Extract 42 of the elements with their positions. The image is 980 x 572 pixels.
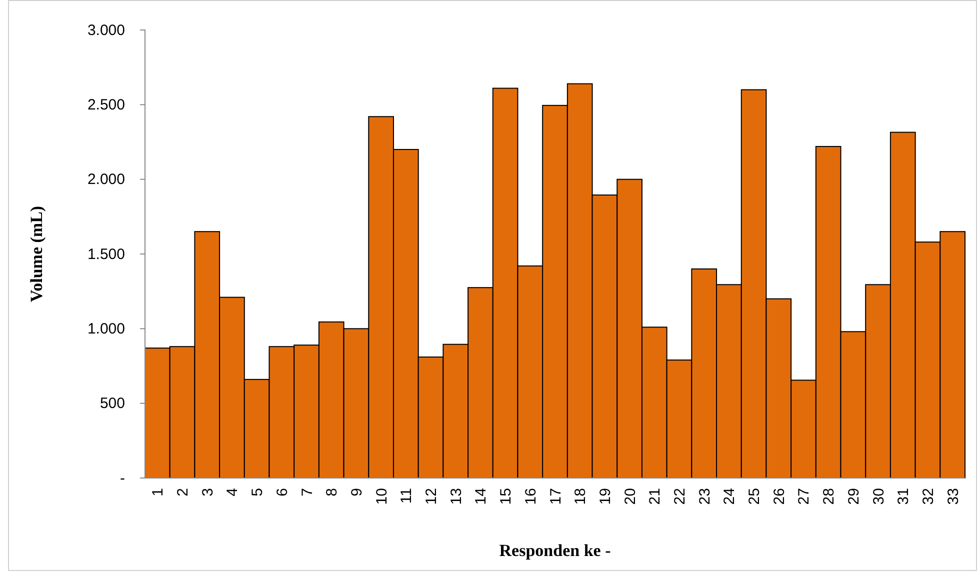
x-tick-label: 10: [373, 488, 390, 505]
x-tick-label: 17: [547, 488, 564, 505]
x-tick-label: 28: [820, 488, 838, 505]
x-tick-label: 8: [324, 488, 341, 496]
x-tick-label: 19: [596, 488, 614, 505]
x-tick-label: 14: [472, 488, 490, 505]
y-tick-label: 2.000: [87, 171, 125, 188]
x-tick-label: 15: [498, 488, 515, 505]
x-tick-label: 13: [448, 488, 465, 505]
x-tick-label: 6: [274, 488, 291, 496]
x-tick-label: 20: [622, 488, 639, 505]
x-tick-label: 27: [796, 488, 813, 505]
x-tick-label: 12: [423, 488, 440, 505]
y-tick-label: -: [120, 470, 125, 487]
x-tick-label: 3: [199, 488, 216, 496]
x-tick-label: 11: [398, 488, 416, 504]
x-tick-label: 31: [895, 488, 912, 505]
x-tick-label: 18: [572, 488, 590, 505]
x-tick-label: 30: [870, 488, 888, 505]
x-axis-title: Responden ke -: [499, 541, 612, 560]
y-tick-label: 3.000: [87, 22, 125, 39]
x-tick-label: 26: [770, 488, 788, 505]
x-tick-label: 25: [746, 488, 764, 505]
y-tick-label: 500: [100, 395, 125, 412]
x-tick-label: 33: [944, 488, 962, 505]
x-tick-label: 2: [174, 488, 192, 496]
x-tick-label: 21: [646, 488, 664, 505]
y-axis-title: Volume (mL): [27, 206, 46, 302]
x-tick-label: 22: [671, 488, 688, 505]
y-tick-label: 1.000: [87, 320, 125, 338]
x-tick-label: 23: [696, 488, 714, 505]
y-tick-label: 2.500: [87, 96, 125, 114]
x-tick-label: 1: [150, 488, 167, 496]
x-tick-label: 29: [845, 488, 862, 505]
x-tick-label: 9: [348, 488, 366, 496]
x-tick-label: 4: [224, 488, 242, 496]
x-tick-label: 16: [522, 488, 540, 505]
x-tick-label: 32: [920, 488, 937, 505]
x-tick-label: 7: [298, 488, 316, 496]
x-tick-label: 24: [721, 488, 738, 505]
y-tick-label: 1.500: [87, 246, 125, 263]
x-tick-label: 5: [249, 488, 266, 496]
